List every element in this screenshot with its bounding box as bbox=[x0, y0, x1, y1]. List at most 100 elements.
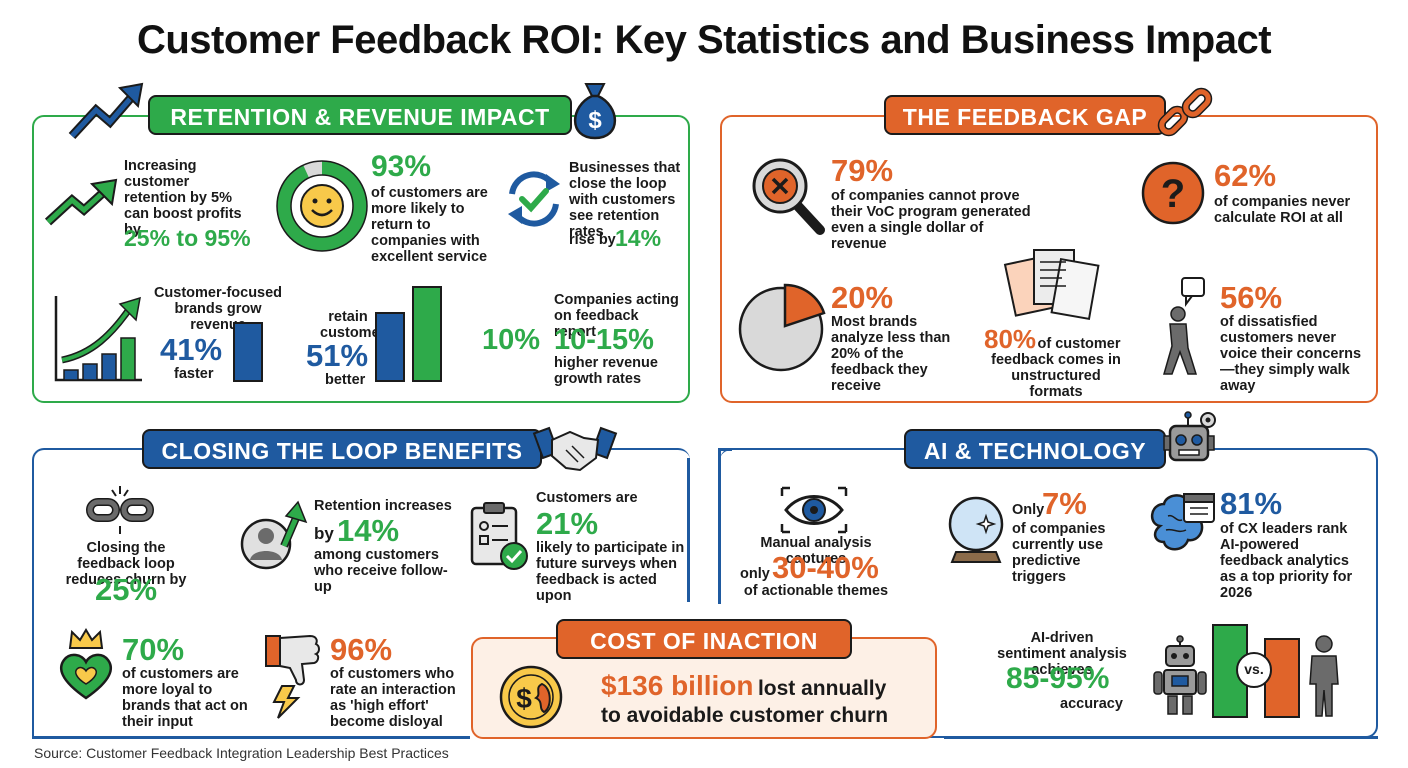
thumbs-down-icon bbox=[265, 634, 320, 719]
gap-stat2-value: 62% bbox=[1214, 158, 1277, 193]
question-icon: ? bbox=[1141, 161, 1205, 225]
bar-growth-icon bbox=[54, 296, 142, 382]
ai-stat3-value: 81% bbox=[1220, 486, 1283, 521]
robot-icon bbox=[1163, 411, 1216, 462]
loop-stat1-text: Closing the feedback loop reduces churn … bbox=[65, 540, 187, 588]
retention-stat6-value: 10-15% bbox=[554, 324, 654, 356]
ai-top-left-corner bbox=[718, 448, 732, 451]
ai-left-edge bbox=[718, 448, 721, 604]
small-robot-icon bbox=[1153, 635, 1207, 715]
ai-stat2-value: 7% bbox=[1042, 486, 1087, 521]
loop-stat3-value: 21% bbox=[536, 506, 599, 541]
retention-stat1-value: 25% to 95% bbox=[124, 225, 251, 251]
magnifier-x-icon bbox=[752, 158, 825, 235]
gap-stat2-text: of companies never calculate ROI at all bbox=[1214, 194, 1351, 226]
eye-icon bbox=[780, 486, 848, 534]
loop-stat4-value: 70% bbox=[122, 632, 185, 667]
brain-calendar-icon bbox=[1151, 493, 1215, 551]
retention-stat5-bar-blue bbox=[375, 312, 405, 382]
loop-stat4-text: of customers are more loyal to brands th… bbox=[122, 666, 248, 730]
donut-smiley-icon bbox=[276, 160, 368, 252]
refresh-check-icon bbox=[508, 171, 560, 227]
ai-stat1-text: Manual analysis captures bbox=[760, 535, 872, 567]
loop-stat3-suffix: likely to participate in future surveys … bbox=[536, 540, 685, 604]
retention-stat2-text: of customers are more likely to return t… bbox=[371, 185, 488, 265]
gap-stat4-value: 80% bbox=[984, 324, 1037, 354]
money-bag-icon: $ bbox=[573, 83, 617, 140]
gap-stat4-text: of customer feedback comes in unstructur… bbox=[991, 336, 1121, 400]
retention-stat4-bar bbox=[233, 322, 263, 382]
ai-stat4-text: AI-driven sentiment analysis achieves bbox=[997, 630, 1127, 678]
loop-stat3-text: Customers are bbox=[536, 490, 638, 506]
loop-stat2-value: 14% bbox=[337, 513, 400, 548]
ai-stat4-suffix: accuracy bbox=[1060, 696, 1123, 712]
retention-stat4-text: Customer-focused brands grow revenue bbox=[153, 285, 283, 333]
retention-stat3-value: 14% bbox=[615, 225, 662, 251]
inaction-value: $136 billion bbox=[601, 670, 754, 701]
ai-stat1-prefix: only bbox=[740, 566, 770, 582]
loop-stat2-prefix: by bbox=[314, 524, 334, 543]
clipboard-check-icon bbox=[470, 502, 528, 570]
page-title: Customer Feedback ROI: Key Statistics an… bbox=[136, 18, 1272, 62]
ai-stat1-value: 30-40% bbox=[772, 550, 879, 585]
closing-loop-right-edge bbox=[687, 458, 690, 602]
loop-stat5-value: 96% bbox=[330, 632, 393, 667]
svg-text:$: $ bbox=[588, 107, 602, 134]
handshake-icon bbox=[532, 426, 618, 472]
ai-stat3-text: of CX leaders rank AI-powered feedback a… bbox=[1220, 521, 1353, 601]
ai-bottom-edge bbox=[944, 736, 1378, 739]
feedback-gap-header: THE FEEDBACK GAP bbox=[884, 95, 1166, 135]
heart-crown-icon bbox=[60, 628, 112, 700]
ai-stat4-value: 85-95% bbox=[1006, 662, 1110, 695]
gap-stat5-text: of dissatisfied customers never voice th… bbox=[1220, 314, 1362, 394]
loop-stat2-suffix: among customers who receive follow-up bbox=[314, 547, 448, 595]
documents-icon bbox=[1003, 249, 1100, 321]
source-note: Source: Customer Feedback Integration Le… bbox=[34, 745, 449, 761]
svg-text:$: $ bbox=[516, 683, 532, 714]
inaction-text1: lost annually bbox=[757, 677, 887, 700]
retention-header: RETENTION & REVENUE IMPACT bbox=[148, 95, 572, 135]
gap-stat3-value: 20% bbox=[831, 280, 894, 315]
gap-stat3-text: Most brands analyze less than 20% of the… bbox=[831, 314, 951, 394]
closing-loop-bottom-edge bbox=[32, 736, 470, 739]
human-icon bbox=[1309, 635, 1339, 717]
gap-stat1-text: of companies cannot prove their VoC prog… bbox=[831, 188, 1031, 252]
retention-stat6-suffix: higher revenue growth rates bbox=[554, 355, 658, 387]
broken-coin-icon: $ bbox=[499, 665, 563, 729]
retention-stat2-value: 93% bbox=[371, 150, 432, 183]
walking-person-icon bbox=[1163, 277, 1205, 375]
crystal-ball-icon bbox=[948, 496, 1004, 563]
retention-stat5-value: 51% bbox=[306, 338, 369, 373]
retention-stat3-text: Businesses that close the loop with cust… bbox=[569, 160, 681, 240]
broken-chain-icon bbox=[86, 486, 154, 534]
broken-link-icon bbox=[1157, 87, 1213, 137]
green-trend-icon bbox=[44, 178, 118, 226]
inaction-line1: $136 billion lost annually bbox=[601, 672, 886, 700]
gap-stat5-value: 56% bbox=[1220, 280, 1283, 315]
retention-stat5-bar-green bbox=[412, 286, 442, 382]
retention-stat1-text: Increasing customer retention by 5% can … bbox=[124, 158, 242, 238]
person-arrow-icon bbox=[240, 500, 308, 570]
ai-stat1-suffix: of actionable themes bbox=[743, 583, 889, 599]
ai-stat2-text: of companies currently use predictive tr… bbox=[1012, 521, 1106, 585]
retention-stat5-suffix: better bbox=[325, 372, 366, 388]
ai-stat2-prefix: Only bbox=[1012, 502, 1045, 518]
loop-stat1-value: 25% bbox=[94, 572, 158, 607]
loop-stat5-text: of customers who rate an interaction as … bbox=[330, 666, 456, 730]
svg-text:?: ? bbox=[1161, 172, 1185, 216]
closing-loop-header: CLOSING THE LOOP BENEFITS bbox=[142, 429, 542, 469]
retention-stat4-suffix: faster bbox=[174, 366, 214, 382]
retention-stat6-text: Companies acting on feedback report bbox=[554, 292, 679, 340]
cost-of-inaction-header: COST OF INACTION bbox=[556, 619, 852, 659]
inaction-text2: to avoidable customer churn bbox=[601, 704, 889, 727]
gap-stat1-value: 79% bbox=[831, 153, 894, 188]
retention-stat4-value: 41% bbox=[160, 332, 223, 367]
trend-arrow-icon bbox=[68, 82, 144, 140]
retention-stat6-left: 10% bbox=[482, 324, 541, 356]
ai-technology-header: AI & TECHNOLOGY bbox=[904, 429, 1166, 469]
loop-stat2-text: Retention increases bbox=[314, 498, 452, 514]
pie-icon bbox=[738, 283, 826, 372]
retention-stat5-prefix: retain customers bbox=[320, 309, 394, 341]
ai-vs-badge: vs. bbox=[1236, 652, 1272, 688]
retention-stat3-prefix: rise by bbox=[569, 232, 616, 248]
